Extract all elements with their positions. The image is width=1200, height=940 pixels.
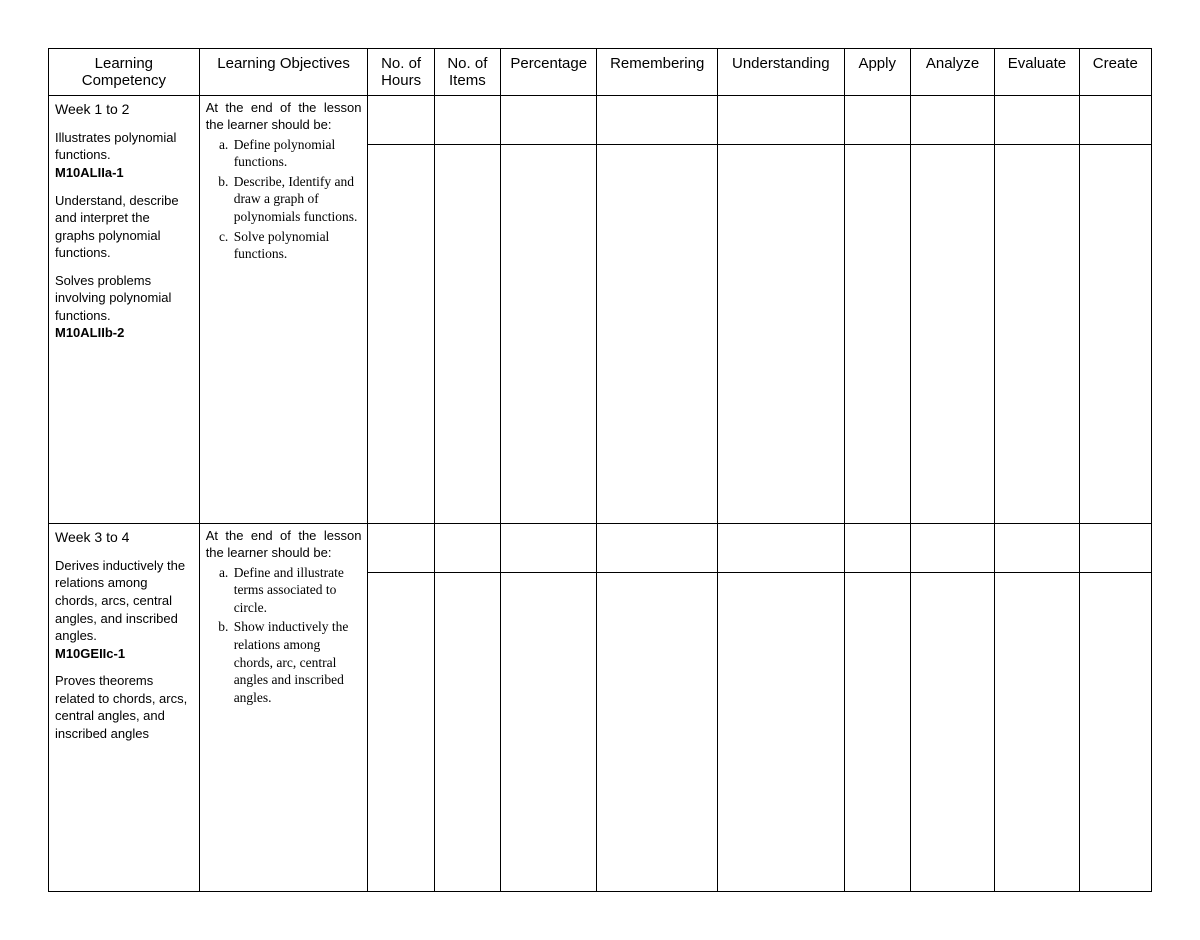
header-apply: Apply [844,49,910,96]
empty-cell [1079,524,1151,573]
empty-cell [1079,145,1151,524]
empty-cell [501,145,597,524]
table-row: Week 1 to 2Illustrates polynomial functi… [49,96,1152,145]
objective-item: Define and illustrate terms associated t… [232,564,362,617]
empty-cell [1079,96,1151,145]
header-competency: Learning Competency [49,49,200,96]
objective-item: Describe, Identify and draw a graph of p… [232,173,362,226]
header-evaluate: Evaluate [995,49,1079,96]
empty-cell [910,96,994,145]
empty-cell [844,524,910,573]
objectives-cell: At the end of the lesson the learner sho… [206,100,362,263]
empty-cell [597,145,718,524]
competency-text: Solves problems involving polynomial fun… [55,272,193,342]
table-body: Week 1 to 2 Illustrates polynomial functi… [49,96,1152,892]
empty-cell [434,145,500,524]
empty-cell [434,96,500,145]
objectives-list: Define and illustrate terms associated t… [206,564,362,706]
empty-cell [995,96,1079,145]
header-hours: No. of Hours [368,49,434,96]
tos-table: Learning Competency Learning Objectives … [48,48,1152,892]
competency-text: Understand, describe and interpret the g… [55,192,193,262]
objectives-intro: At the end of the lesson the learner sho… [206,100,362,134]
objective-item: Solve polynomial functions. [232,228,362,263]
objectives-intro: At the end of the lesson the learner sho… [206,528,362,562]
empty-cell [910,524,994,573]
competency-text: Proves theorems related to chords, arcs,… [55,672,193,742]
empty-cell [368,145,434,524]
empty-cell [501,573,597,892]
empty-cell [844,145,910,524]
competency-text: Derives inductively the relations among … [55,557,193,662]
empty-cell [501,96,597,145]
header-items: No. of Items [434,49,500,96]
empty-cell [434,524,500,573]
empty-cell [995,573,1079,892]
empty-cell [501,524,597,573]
header-remembering: Rememberin​g [597,49,718,96]
empty-cell [844,573,910,892]
competency-cell: Week 3 to 4 Derives inductively the relat… [55,528,193,742]
empty-cell [995,145,1079,524]
empty-cell [1079,573,1151,892]
objective-item: Show inductively the relations among cho… [232,618,362,706]
objectives-list: Define polynomial functions.Describe, Id… [206,136,362,263]
week-label: Week 1 to 2 [55,100,193,119]
empty-cell [368,96,434,145]
empty-cell [368,573,434,892]
competency-text: Illustrates polynomial functions.M10ALII… [55,129,193,182]
objective-item: Define polynomial functions. [232,136,362,171]
header-row: Learning Competency Learning Objectives … [49,49,1152,96]
table-row: Week 3 to 4Derives inductively the relat… [49,524,1152,573]
empty-cell [910,145,994,524]
empty-cell [434,573,500,892]
empty-cell [844,96,910,145]
header-percentage: Percentag​e [501,49,597,96]
header-understanding: Understandin​g [717,49,844,96]
header-analyze: Analyze [910,49,994,96]
competency-code: M10ALIIb-2 [55,325,124,340]
empty-cell [597,96,718,145]
header-create: Create [1079,49,1151,96]
empty-cell [717,524,844,573]
empty-cell [597,573,718,892]
empty-cell [717,573,844,892]
empty-cell [717,145,844,524]
competency-code: M10GEIIc-1 [55,646,125,661]
empty-cell [597,524,718,573]
empty-cell [717,96,844,145]
header-objectives: Learning Objectives [199,49,368,96]
week-label: Week 3 to 4 [55,528,193,547]
competency-code: M10ALIIa-1 [55,165,124,180]
competency-cell: Week 1 to 2 Illustrates polynomial functi… [55,100,193,342]
empty-cell [910,573,994,892]
empty-cell [995,524,1079,573]
empty-cell [368,524,434,573]
objectives-cell: At the end of the lesson the learner sho… [206,528,362,706]
